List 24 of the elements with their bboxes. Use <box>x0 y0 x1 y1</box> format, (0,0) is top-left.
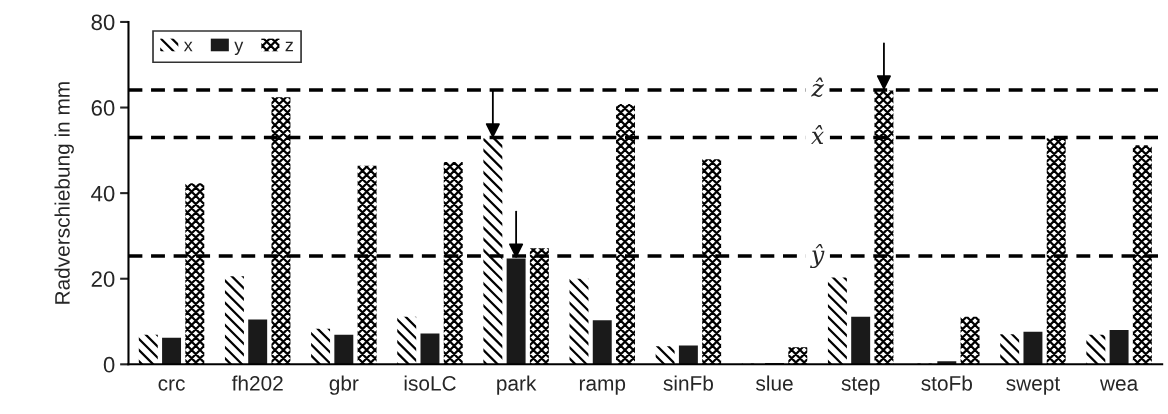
legend-label: y <box>234 41 244 56</box>
x-tick-label: gbr <box>329 375 359 395</box>
x-tick-label: slue <box>756 375 793 391</box>
x-tick-label: stoFb <box>921 375 972 391</box>
x-tick-label: sinFb <box>663 375 713 391</box>
x-tick-label: ramp <box>579 379 626 395</box>
y-axis-title: Radverschiebung in mm <box>54 82 74 304</box>
y-tick-label: 80 <box>91 14 115 31</box>
x-tick-label: swept <box>1006 377 1061 395</box>
x-tick-label: isoLC <box>404 375 456 391</box>
x-tick-label: step <box>841 377 880 395</box>
ref-line-label: ẑ <box>811 77 824 98</box>
x-tick-label: park <box>497 375 537 395</box>
x-tick-label: wea <box>1099 379 1139 391</box>
legend-label: x <box>183 41 193 52</box>
ref-line-label: x̂ <box>811 125 824 145</box>
x-tick-label: crc <box>158 379 185 391</box>
ref-line-label: ŷ <box>810 243 825 269</box>
y-tick-label: 40 <box>91 185 115 202</box>
legend-label: z <box>285 41 293 52</box>
y-tick-label: 20 <box>91 271 115 287</box>
y-tick-label: 60 <box>91 100 115 116</box>
y-tick-label: 0 <box>103 356 115 373</box>
x-tick-label: fh202 <box>231 375 283 391</box>
